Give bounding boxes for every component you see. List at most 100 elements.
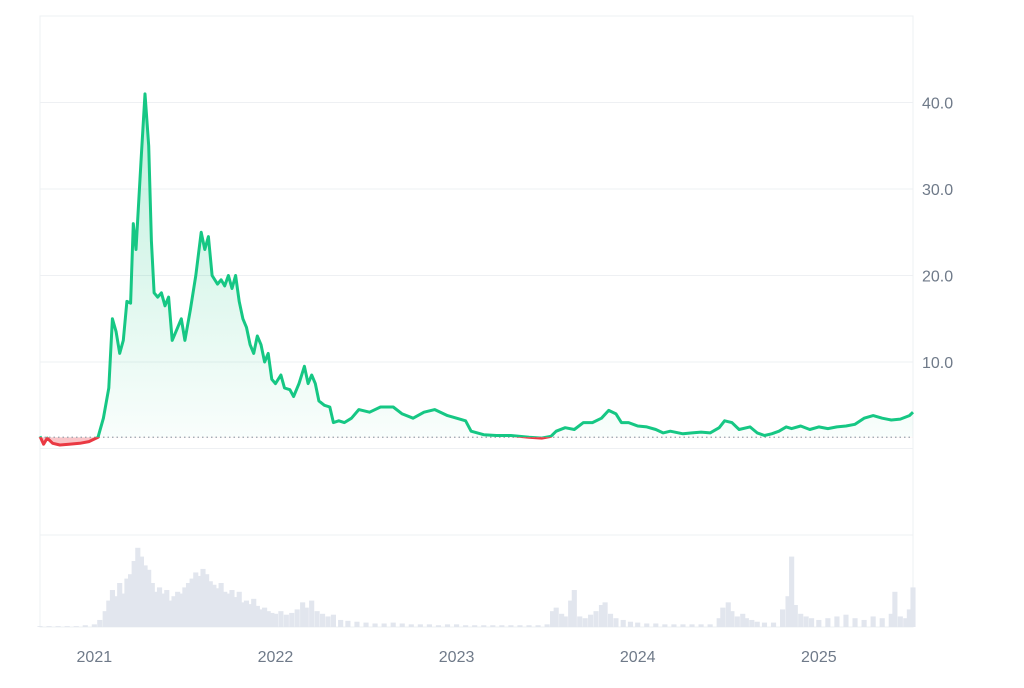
volume-bar	[680, 624, 686, 627]
volume-bar	[454, 624, 460, 627]
volume-bar	[109, 590, 116, 627]
volume-bar	[207, 581, 213, 627]
volume-bar	[562, 616, 568, 627]
volume-bar	[193, 572, 199, 627]
volume-bar	[627, 621, 634, 627]
volume-bar	[300, 602, 306, 627]
volume-bar	[834, 616, 840, 627]
volume-bar	[164, 590, 170, 627]
volume-bar	[426, 624, 432, 627]
volume-bar	[588, 614, 594, 627]
volume-bar	[325, 616, 331, 627]
volume-bar	[644, 623, 650, 627]
volume-bar	[55, 626, 61, 627]
volume-bar	[568, 600, 574, 627]
volume-bar	[233, 597, 239, 627]
volume-bar	[82, 625, 88, 627]
volume-bar	[593, 611, 599, 627]
volume-bar	[734, 616, 740, 627]
volume-bar	[671, 624, 677, 627]
volume-bar	[272, 613, 279, 627]
volume-bar	[117, 583, 123, 627]
volume-bar	[716, 618, 722, 627]
volume-bar	[265, 611, 271, 627]
volume-bar	[303, 607, 309, 627]
volume-bar	[278, 611, 284, 627]
volume-bar	[222, 591, 228, 627]
line-layer	[38, 92, 915, 447]
volume-layer	[37, 547, 916, 627]
volume-bar	[175, 591, 181, 627]
area-layer	[40, 93, 913, 445]
volume-bar	[218, 583, 224, 627]
volume-bar	[345, 620, 351, 627]
y-tick-label: 40.0	[922, 96, 953, 113]
volume-bar	[269, 612, 275, 627]
volume-bar	[106, 600, 112, 627]
volume-bar	[289, 612, 295, 627]
volume-bar	[825, 618, 831, 627]
volume-bar	[861, 619, 867, 627]
volume-bar	[526, 625, 532, 627]
volume-bar	[399, 623, 405, 627]
volume-bar	[97, 619, 103, 627]
volume-bar	[338, 619, 344, 627]
volume-bar	[620, 619, 626, 627]
volume-bar	[879, 618, 885, 627]
y-tick-label: 30.0	[922, 182, 953, 199]
volume-bar	[910, 587, 916, 627]
volume-bar	[167, 600, 173, 627]
volume-bar	[196, 575, 202, 627]
volume-bar	[906, 609, 912, 627]
y-tick-label: 20.0	[922, 269, 953, 286]
volume-bar	[602, 602, 608, 627]
volume-bar	[113, 596, 119, 627]
volume-bar	[653, 623, 659, 627]
volume-bar	[91, 624, 97, 627]
volume-bar	[64, 626, 70, 627]
volume-bar	[571, 590, 577, 627]
volume-bar	[254, 605, 260, 627]
volume-bar	[435, 625, 442, 627]
volume-bar	[262, 607, 268, 627]
axis-layer: 10.0 20.0 30.0 40.0 2021 2022 2023 2024 2025	[77, 96, 954, 667]
volume-bar	[761, 622, 768, 627]
volume-bar	[662, 624, 668, 627]
volume-bar	[892, 591, 898, 627]
volume-bar	[843, 614, 849, 627]
volume-bar	[577, 616, 583, 627]
volume-bar	[236, 591, 242, 627]
volume-bar	[294, 609, 300, 627]
volume-bar	[903, 618, 909, 627]
volume-bar	[689, 624, 695, 627]
volume-bar	[330, 614, 336, 627]
x-tick-label: 2021	[77, 649, 113, 666]
volume-bar	[156, 587, 163, 627]
volume-bar	[225, 593, 231, 627]
volume-bar	[211, 584, 217, 627]
volume-bar	[852, 618, 858, 627]
volume-bar	[258, 609, 264, 627]
x-tick-label: 2025	[801, 649, 837, 666]
volume-bar	[124, 578, 130, 627]
volume-bar	[499, 625, 505, 627]
volume-bar	[314, 611, 320, 627]
volume-bar	[229, 590, 235, 627]
x-tick-label: 2023	[439, 649, 475, 666]
volume-bar	[251, 598, 257, 627]
volume-bar	[743, 618, 749, 627]
volume-bar	[559, 613, 565, 627]
volume-bar	[408, 624, 414, 627]
volume-bar	[131, 561, 137, 627]
volume-bar	[240, 602, 246, 627]
volume-bar	[243, 600, 250, 627]
volume-bar	[372, 623, 378, 627]
volume-bar	[127, 574, 134, 627]
volume-bar	[740, 613, 746, 627]
volume-bar	[146, 569, 152, 627]
volume-bar	[102, 611, 108, 627]
volume-bar	[149, 583, 155, 627]
volume-bar	[319, 613, 326, 627]
volume-bar	[707, 624, 713, 627]
